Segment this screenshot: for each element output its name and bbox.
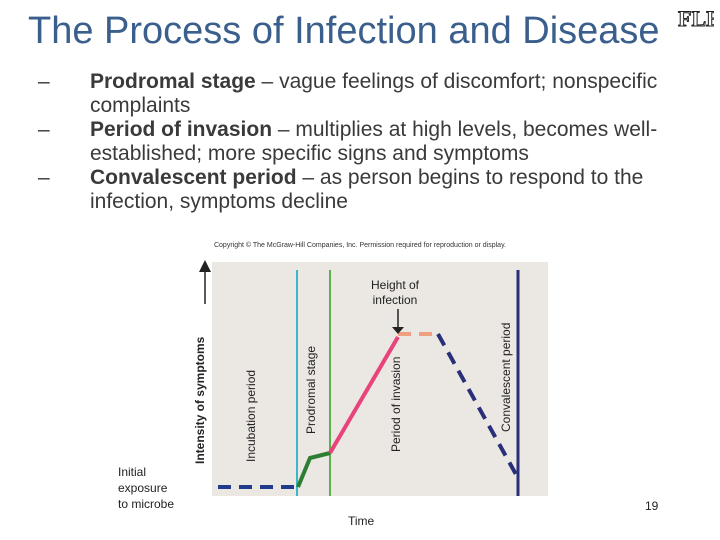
slide-title: The Process of Infection and Disease bbox=[28, 10, 660, 52]
height-of-infection-note: Height of infection bbox=[370, 278, 420, 307]
copyright-notice: Copyright © The McGraw-Hill Companies, I… bbox=[213, 242, 506, 249]
initial-exposure-line: Initial bbox=[118, 465, 147, 479]
phase-label-incubation: Incubation period bbox=[244, 369, 258, 462]
bullet-text: – multiplies at high levels, becomes wel… bbox=[90, 118, 658, 165]
bullet-lead: Period of invasion bbox=[90, 118, 273, 141]
bullet-text: – vague feelings of discomfort; nonspeci… bbox=[90, 70, 658, 117]
bullet-lead: Convalescent period bbox=[90, 166, 297, 189]
curve-invasion bbox=[328, 335, 400, 455]
bullet-lead: Prodromal stage bbox=[90, 70, 256, 93]
bullet-dash: – bbox=[38, 166, 50, 189]
bullet-dash: – bbox=[38, 118, 50, 141]
height-pointer-arrow bbox=[392, 327, 404, 334]
bullet-text: – as person begins to respond to the inf… bbox=[90, 166, 644, 213]
svg-text:FLEX: FLEX bbox=[678, 6, 714, 31]
phase-label-prodromal: Prodromal stage bbox=[304, 345, 318, 434]
bullet-item: – Period of invasion – multiplies at high… bbox=[36, 118, 706, 166]
page-number: 19 bbox=[645, 499, 659, 513]
initial-exposure-note: Initial exposure to microbe bbox=[118, 464, 174, 512]
x-axis-label: Time bbox=[348, 514, 375, 528]
phase-label-convalescent: Convalescent period bbox=[499, 322, 513, 432]
bullet-list: – Prodromal stage – vague feelings of dis… bbox=[36, 70, 706, 214]
figure-panel bbox=[212, 262, 548, 496]
initial-exposure-line: to microbe bbox=[118, 497, 175, 511]
bullet-item: – Prodromal stage – vague feelings of dis… bbox=[36, 70, 706, 118]
initial-exposure-line: exposure bbox=[118, 481, 168, 495]
bullet-dash: – bbox=[38, 70, 50, 93]
phase-label-invasion: Period of invasion bbox=[389, 356, 403, 452]
curve-prodromal bbox=[296, 451, 331, 488]
bullet-item: – Convalescent period – as person begins … bbox=[36, 166, 706, 214]
curve-convalescent bbox=[436, 333, 520, 479]
flex-logo-icon: FLEX bbox=[678, 6, 715, 32]
y-axis-label: Intensity of symptoms bbox=[193, 336, 207, 464]
